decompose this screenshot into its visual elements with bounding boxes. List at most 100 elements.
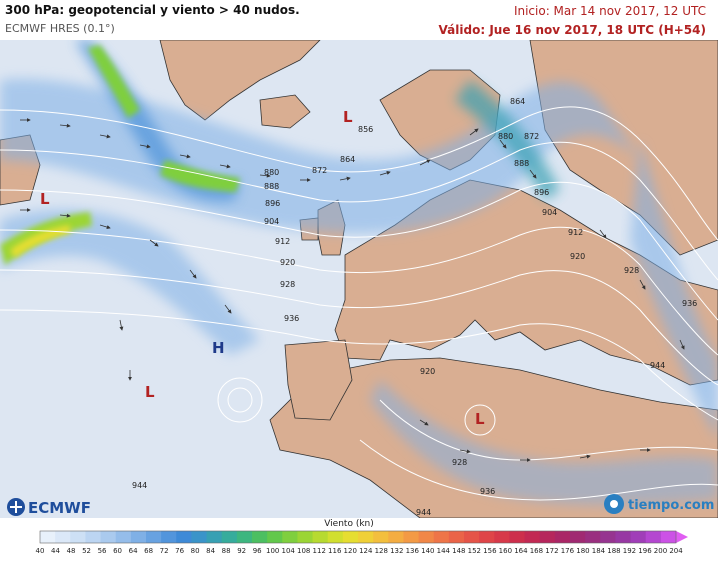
legend-tick-label: 88 <box>222 547 231 555</box>
legend-tick-label: 176 <box>561 547 575 555</box>
legend-color-swatch <box>115 531 132 543</box>
legend-tick-label: 144 <box>437 547 451 555</box>
legend-tick-label: 100 <box>266 547 279 555</box>
legend-tick-label: 204 <box>669 547 683 555</box>
legend-color-swatch <box>600 531 616 543</box>
legend-color-swatch <box>342 531 359 543</box>
legend-tick-label: 52 <box>82 547 91 555</box>
legend-tick-label: 184 <box>592 547 606 555</box>
contour-label: 896 <box>534 188 549 197</box>
legend-color-swatch <box>554 531 571 543</box>
legend-color-swatch <box>282 531 298 543</box>
legend-tick-label: 160 <box>499 547 512 555</box>
contour-label: 928 <box>280 280 295 289</box>
legend-color-swatch <box>221 531 238 543</box>
contour-label: 928 <box>452 458 467 467</box>
contour-label: 872 <box>524 132 539 141</box>
high-pressure-symbol: H <box>212 339 225 357</box>
contour-label: 856 <box>358 125 373 134</box>
contour-label: 920 <box>280 258 295 267</box>
contour-labels: 864 856 864 872 880 888 896 904 912 920 … <box>132 97 697 517</box>
legend-color-swatch <box>252 531 268 543</box>
legend-color-swatch <box>100 531 117 543</box>
legend-tick-label: 128 <box>375 547 388 555</box>
legend-color-swatch <box>570 531 586 543</box>
contour-label: 920 <box>420 367 435 376</box>
legend-tick-label: 192 <box>623 547 636 555</box>
low-pressure-symbol: L <box>40 190 50 208</box>
wind-arrows <box>20 118 685 462</box>
legend-tick-label: 140 <box>421 547 434 555</box>
legend-overflow-arrow <box>676 531 688 543</box>
legend-color-swatch <box>130 531 147 543</box>
legend-tick-labels: 40 44 48 52 56 60 64 68 72 76 80 84 88 92 96 100 104 108 1… <box>36 547 684 555</box>
legend-color-swatch <box>539 531 556 543</box>
legend-color-swatch <box>615 531 632 543</box>
contour-label: 920 <box>570 252 585 261</box>
legend-color-swatch <box>388 531 404 543</box>
legend-tick-label: 180 <box>576 547 589 555</box>
contour-label: 904 <box>542 208 557 217</box>
low-pressure-symbol: L <box>343 108 353 126</box>
legend-tick-label: 168 <box>530 547 543 555</box>
svg-text:ECMWF: ECMWF <box>28 499 91 517</box>
weather-map[interactable]: 864 856 864 872 880 888 896 904 912 920 … <box>0 40 718 518</box>
map-title: 300 hPa: geopotencial y viento > 40 nudo… <box>5 3 300 17</box>
legend-color-swatch <box>176 531 192 543</box>
legend-outline <box>39 530 677 544</box>
legend-color-swatch <box>146 531 162 543</box>
legend-tick-label: 84 <box>206 547 215 555</box>
legend-color-swatch <box>358 531 374 543</box>
ecmwf-logo: ECMWF <box>7 498 91 517</box>
contour-label: 936 <box>284 314 299 323</box>
legend-color-swatch <box>448 531 465 543</box>
pressure-centers: L L L L H <box>40 108 485 428</box>
legend-tick-label: 200 <box>654 547 667 555</box>
contour-label: 904 <box>264 217 279 226</box>
legend-color-swatch <box>267 531 283 543</box>
contour-label: 896 <box>265 199 280 208</box>
legend-tick-label: 68 <box>144 547 153 555</box>
legend-color-swatch <box>297 531 314 543</box>
legend-tick-label: 76 <box>175 547 184 555</box>
legend-color-swatch <box>236 531 253 543</box>
contour-label: 872 <box>312 166 327 175</box>
legend-color-swatch <box>509 531 526 543</box>
legend-color-bar <box>39 530 688 544</box>
legend-tick-label: 92 <box>237 547 246 555</box>
legend-tick-label: 56 <box>98 547 107 555</box>
contour-label: 944 <box>650 361 665 370</box>
legend-tick-label: 60 <box>113 547 122 555</box>
legend-tick-label: 136 <box>406 547 420 555</box>
legend-tick-label: 112 <box>313 547 326 555</box>
legend-tick-label: 80 <box>191 547 200 555</box>
wind-speed-shading <box>0 40 718 505</box>
legend-color-swatch <box>40 531 56 543</box>
legend-tick-label: 72 <box>160 547 169 555</box>
legend-tick-label: 124 <box>359 547 373 555</box>
svg-text:tiempo.com: tiempo.com <box>628 498 714 513</box>
valid-time: Válido: Jue 16 nov 2017, 18 UTC (H+54) <box>438 23 706 37</box>
legend-title: Viento (kn) <box>324 519 374 529</box>
legend-tick-label: 148 <box>452 547 465 555</box>
contour-label: 880 <box>264 168 279 177</box>
legend-color-swatch <box>524 531 541 543</box>
legend-tick-label: 116 <box>328 547 342 555</box>
contour-label: 936 <box>682 299 697 308</box>
legend-tick-label: 108 <box>297 547 310 555</box>
legend-color-swatch <box>585 531 601 543</box>
legend-color-swatch <box>494 531 510 543</box>
legend-color-swatch <box>206 531 223 543</box>
legend-tick-label: 172 <box>545 547 558 555</box>
legend-color-swatch <box>645 531 662 543</box>
legend-color-swatch <box>373 531 389 543</box>
contour-label: 912 <box>275 237 290 246</box>
legend-tick-label: 40 <box>36 547 45 555</box>
legend-tick-label: 196 <box>638 547 652 555</box>
contour-label: 936 <box>480 487 495 496</box>
contour-label: 864 <box>510 97 525 106</box>
contour-label: 864 <box>340 155 355 164</box>
legend-color-swatch <box>418 531 435 543</box>
legend-color-swatch <box>85 531 102 543</box>
legend-color-swatch <box>70 531 86 543</box>
